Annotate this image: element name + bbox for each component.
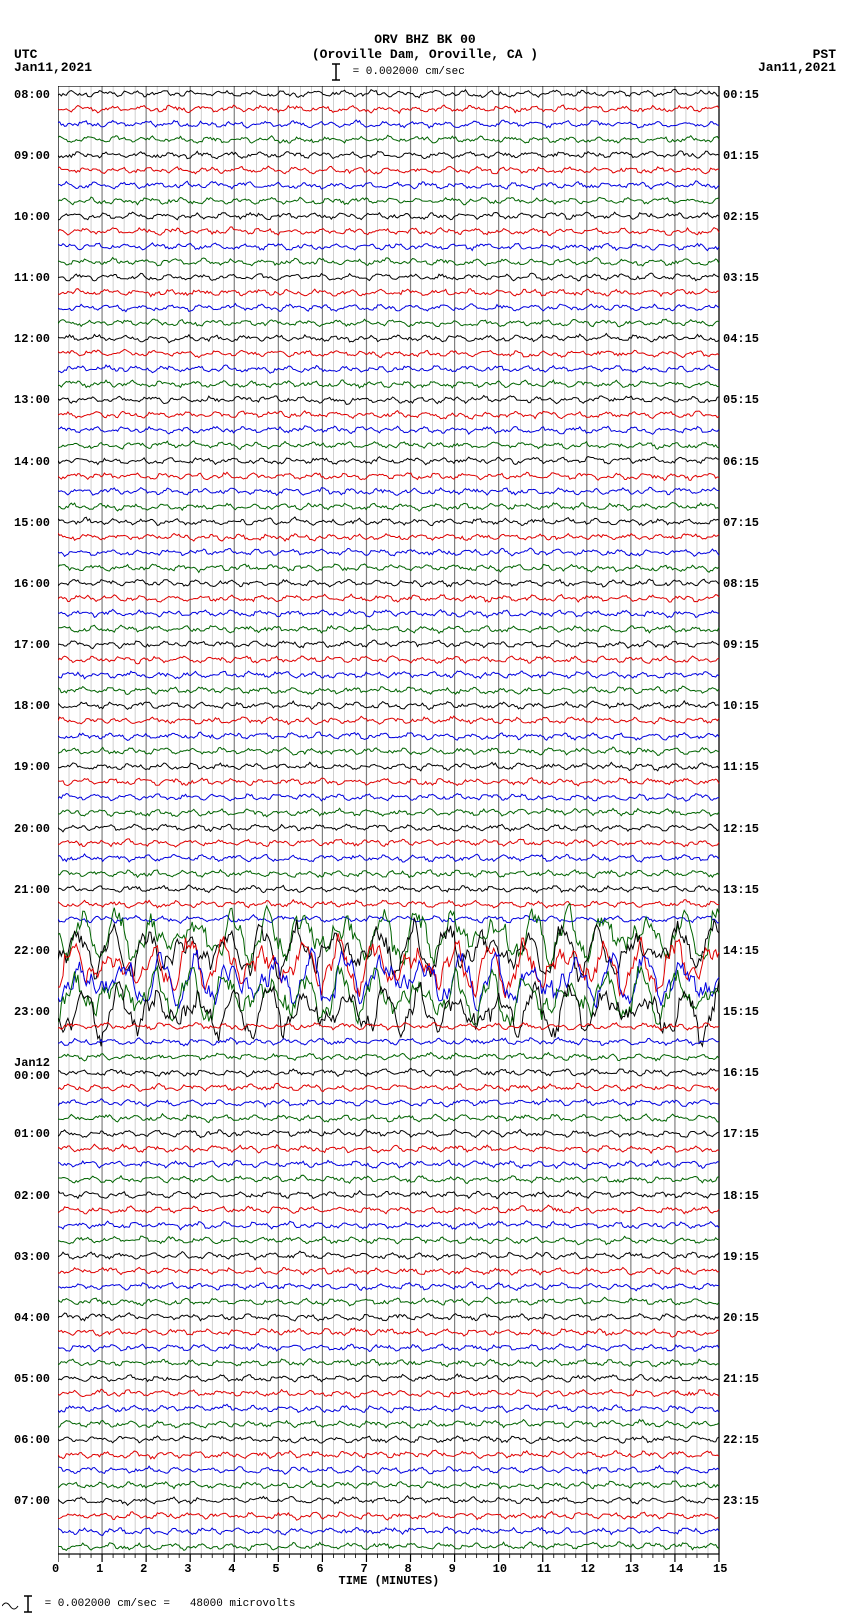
utc-hour: 15:00 xyxy=(14,516,50,530)
pst-hour: 17:15 xyxy=(723,1127,759,1141)
pst-hour: 01:15 xyxy=(723,149,759,163)
x-tick: 5 xyxy=(272,1562,279,1576)
pst-date: Jan11,2021 xyxy=(758,60,836,75)
pst-hour: 21:15 xyxy=(723,1372,759,1386)
pst-hour: 10:15 xyxy=(723,699,759,713)
pst-hour: 02:15 xyxy=(723,210,759,224)
scale-text-top: = 0.002000 cm/sec xyxy=(346,66,465,78)
pst-hour: 19:15 xyxy=(723,1250,759,1264)
x-tick: 14 xyxy=(669,1562,683,1576)
x-axis-label: TIME (MINUTES) xyxy=(339,1574,440,1588)
utc-hour: 06:00 xyxy=(14,1433,50,1447)
utc-hour: 18:00 xyxy=(14,699,50,713)
pst-hour: 20:15 xyxy=(723,1311,759,1325)
x-tick: 0 xyxy=(52,1562,59,1576)
pst-hour: 15:15 xyxy=(723,1005,759,1019)
utc-hour: 23:00 xyxy=(14,1005,50,1019)
pst-hour: 23:15 xyxy=(723,1494,759,1508)
pst-hour: 06:15 xyxy=(723,455,759,469)
x-tick: 2 xyxy=(140,1562,147,1576)
utc-hour: Jan12 xyxy=(14,1056,50,1070)
pst-hour: 16:15 xyxy=(723,1066,759,1080)
pst-hour: 00:15 xyxy=(723,88,759,102)
station-location: (Oroville Dam, Oroville, CA ) xyxy=(0,47,850,62)
utc-hour: 21:00 xyxy=(14,883,50,897)
scale-bar-bottom xyxy=(18,1594,38,1614)
x-tick: 1 xyxy=(96,1562,103,1576)
x-tick: 4 xyxy=(228,1562,235,1576)
seismogram-page: ORV BHZ BK 00 (Oroville Dam, Oroville, C… xyxy=(0,0,850,1613)
utc-hour: 17:00 xyxy=(14,638,50,652)
station-id: ORV BHZ BK 00 xyxy=(0,32,850,47)
utc-hour: 03:00 xyxy=(14,1250,50,1264)
x-tick: 10 xyxy=(493,1562,507,1576)
utc-hour: 13:00 xyxy=(14,393,50,407)
x-tick: 11 xyxy=(537,1562,551,1576)
utc-hour: 10:00 xyxy=(14,210,50,224)
utc-hour: 22:00 xyxy=(14,944,50,958)
scale-bar-top xyxy=(326,62,346,82)
utc-hour: 20:00 xyxy=(14,822,50,836)
x-tick: 13 xyxy=(625,1562,639,1576)
pst-hour: 03:15 xyxy=(723,271,759,285)
utc-hour: 11:00 xyxy=(14,271,50,285)
pst-hour: 11:15 xyxy=(723,760,759,774)
pst-hour: 05:15 xyxy=(723,393,759,407)
utc-hour: 14:00 xyxy=(14,455,50,469)
pst-hour: 04:15 xyxy=(723,332,759,346)
utc-hour: 12:00 xyxy=(14,332,50,346)
pst-hour: 18:15 xyxy=(723,1189,759,1203)
pst-hour: 09:15 xyxy=(723,638,759,652)
utc-hour: 05:00 xyxy=(14,1372,50,1386)
pst-hour: 08:15 xyxy=(723,577,759,591)
utc-hour: 01:00 xyxy=(14,1127,50,1141)
seismogram-plot xyxy=(58,86,721,1584)
utc-hour: 09:00 xyxy=(14,149,50,163)
utc-hour: 08:00 xyxy=(14,88,50,102)
utc-hour: 00:00 xyxy=(14,1069,50,1083)
pst-hour: 12:15 xyxy=(723,822,759,836)
utc-hour: 19:00 xyxy=(14,760,50,774)
utc-date: Jan11,2021 xyxy=(14,60,92,75)
scale-text-bottom: = 0.002000 cm/sec = 48000 microvolts xyxy=(38,1598,295,1610)
utc-hour: 04:00 xyxy=(14,1311,50,1325)
utc-hour: 16:00 xyxy=(14,577,50,591)
utc-hour: 07:00 xyxy=(14,1494,50,1508)
pst-hour: 13:15 xyxy=(723,883,759,897)
x-tick: 15 xyxy=(713,1562,727,1576)
x-tick: 6 xyxy=(316,1562,323,1576)
x-tick: 12 xyxy=(581,1562,595,1576)
x-tick: 9 xyxy=(449,1562,456,1576)
pst-hour: 07:15 xyxy=(723,516,759,530)
pst-hour: 14:15 xyxy=(723,944,759,958)
utc-hour: 02:00 xyxy=(14,1189,50,1203)
x-tick: 3 xyxy=(184,1562,191,1576)
pst-hour: 22:15 xyxy=(723,1433,759,1447)
